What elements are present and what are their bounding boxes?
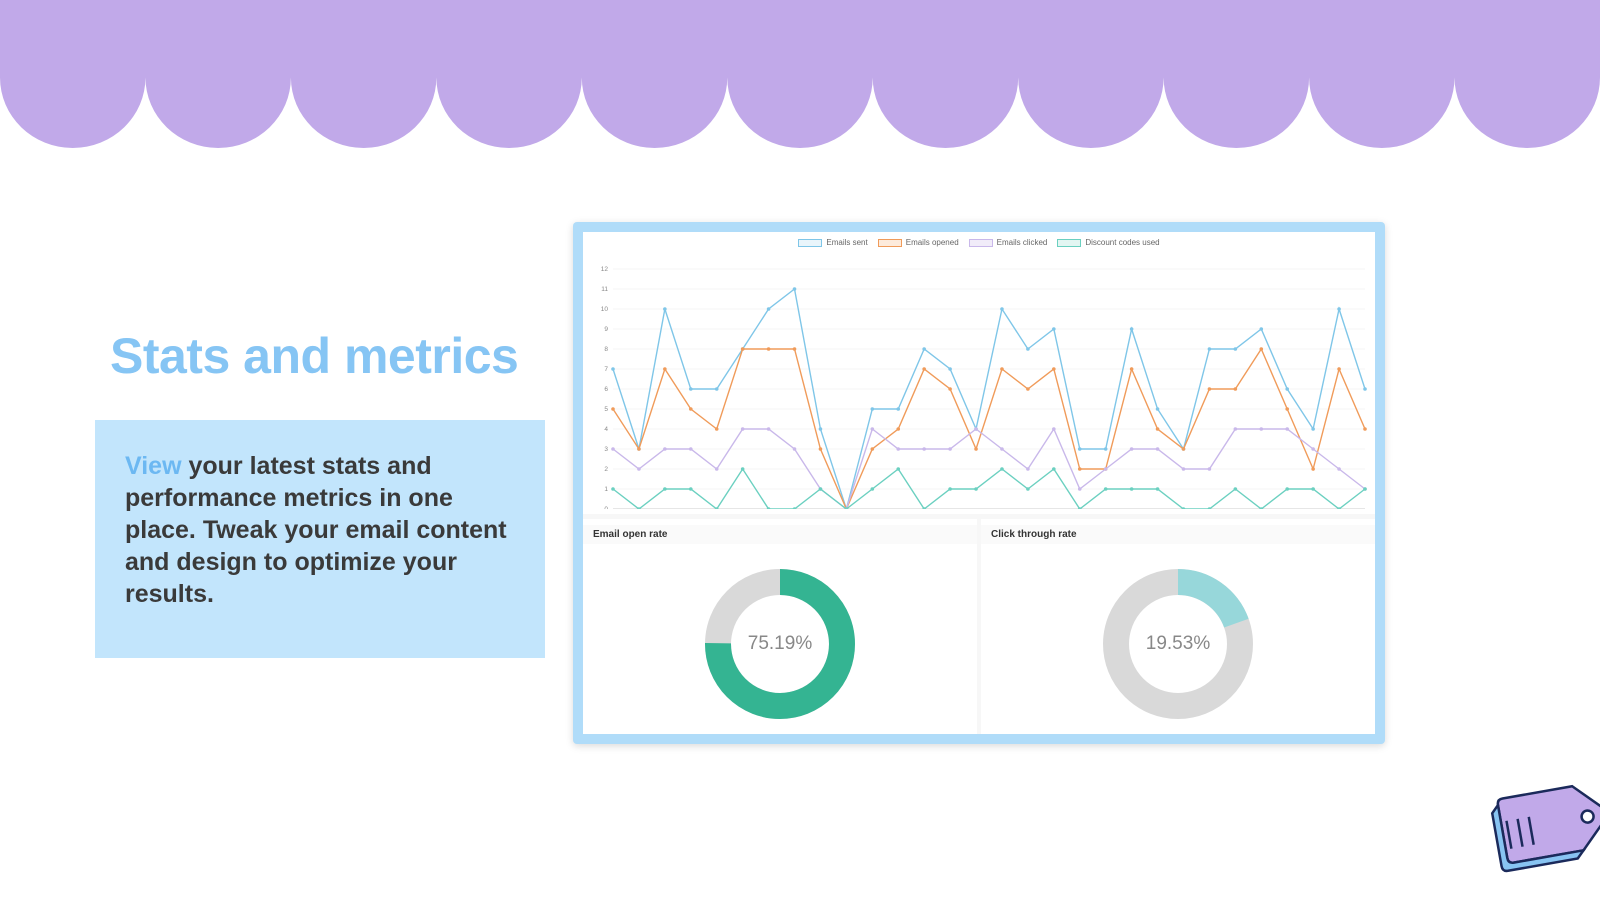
line-chart: 01234567891011121 July2 July3 July4 July…: [583, 247, 1375, 509]
svg-text:5: 5: [604, 406, 608, 413]
description-highlight: View: [125, 452, 182, 480]
description-text: View your latest stats and performance m…: [125, 450, 523, 610]
page-title: Stats and metrics: [110, 327, 518, 385]
svg-text:11: 11: [601, 286, 608, 293]
dashboard-frame: Emails sent Emails opened Emails clicked Di…: [573, 222, 1385, 744]
legend-label: Emails opened: [906, 238, 959, 247]
legend-item: Emails sent: [798, 238, 867, 247]
svg-text:4: 4: [604, 426, 608, 433]
legend-item: Emails clicked: [969, 238, 1048, 247]
svg-text:9: 9: [604, 326, 608, 333]
svg-text:2: 2: [604, 466, 608, 473]
donut-panel-ctr: Click through rate 19.53%: [981, 519, 1375, 734]
legend-label: Discount codes used: [1085, 238, 1159, 247]
donut-open-rate-value: 75.19%: [748, 633, 812, 655]
legend-swatch: [878, 239, 902, 247]
svg-text:1: 1: [604, 486, 608, 493]
dashboard-inner: Emails sent Emails opened Emails clicked Di…: [583, 232, 1375, 734]
legend-swatch: [1057, 239, 1081, 247]
description-rest: your latest stats and performance metric…: [125, 452, 507, 608]
header-scallop: [0, 0, 1600, 155]
donut-open-rate: 75.19%: [705, 569, 855, 719]
svg-text:6: 6: [604, 386, 608, 393]
svg-text:0: 0: [604, 506, 608, 509]
price-tag-icon: [1484, 770, 1600, 890]
svg-text:7: 7: [604, 366, 608, 373]
line-chart-panel: Emails sent Emails opened Emails clicked Di…: [583, 232, 1375, 514]
legend-label: Emails sent: [826, 238, 867, 247]
description-card: View your latest stats and performance m…: [95, 420, 545, 658]
svg-text:10: 10: [601, 306, 609, 313]
legend-item: Emails opened: [878, 238, 959, 247]
chart-legend: Emails sent Emails opened Emails clicked Di…: [583, 232, 1375, 247]
legend-swatch: [969, 239, 993, 247]
donut-panel-open-rate: Email open rate 75.19%: [583, 519, 977, 734]
donut-title-open-rate: Email open rate: [583, 525, 977, 544]
donut-ctr: 19.53%: [1103, 569, 1253, 719]
donut-title-ctr: Click through rate: [981, 525, 1375, 544]
svg-text:12: 12: [601, 266, 609, 273]
legend-swatch: [798, 239, 822, 247]
donut-ctr-value: 19.53%: [1146, 633, 1210, 655]
svg-text:8: 8: [604, 346, 608, 353]
svg-text:3: 3: [604, 446, 608, 453]
legend-item: Discount codes used: [1057, 238, 1159, 247]
legend-label: Emails clicked: [997, 238, 1048, 247]
